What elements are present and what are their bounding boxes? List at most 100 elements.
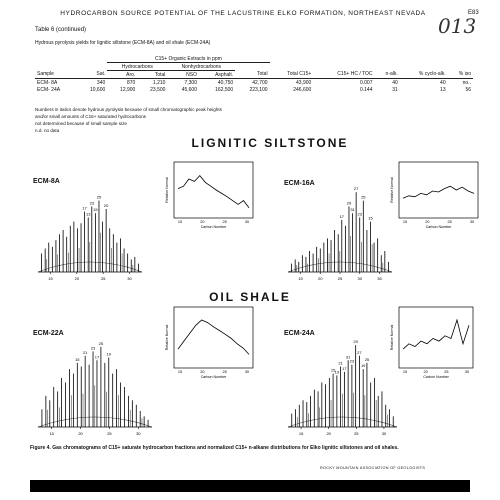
inset-chart-ecm-16a: 15 20 25 30 Carbon Number Relative Normal [390, 161, 479, 229]
column-header-row: Sample Sat. Aro. Total NSO Asphalt. Total Total… [35, 70, 473, 79]
table-cell: 40 [392, 79, 398, 86]
table-cell: 45,600 [181, 86, 197, 93]
inset-y-label: Relative Normal [390, 177, 394, 203]
inset-frame [398, 161, 479, 219]
inset-x-label: Carbon Number [201, 375, 227, 379]
axis-tick-label: 30 [136, 431, 141, 436]
inset-chart-ecm-22a: 15 20 25 30 Carbon Number Relative Normal [165, 306, 254, 379]
table-cell: ECM- 24A [37, 86, 61, 93]
footer-credit: ROCKY MOUNTAIN ASSOCIATION OF GEOLOGISTS [320, 466, 426, 470]
inset-tick-label: 15 [403, 370, 407, 374]
inset-y-label: Relative Normal [165, 177, 169, 203]
peak-label: 13 [335, 369, 340, 374]
inset-y-label: Relative Normal [165, 325, 169, 351]
table-cell: 42,700 [252, 79, 268, 86]
inset-chart-ecm-24a: 15 20 25 30 Carbon Number Relative Normal [390, 306, 474, 379]
handwritten-number: 013 [438, 14, 477, 38]
table-cell: 40,750 [217, 79, 234, 86]
chart-label-ecm-16a: ECM-16A [284, 180, 315, 187]
distribution-line [402, 185, 475, 199]
inset-tick-label: 20 [200, 220, 204, 224]
table-cell: 0.144 [359, 86, 373, 93]
column-header: Asphalt. [199, 70, 236, 79]
peak-label: 21 [338, 360, 343, 365]
table-cell: 40 [440, 79, 446, 86]
table-cell: 1,210 [152, 79, 166, 86]
peak-label: 17 [342, 366, 347, 371]
peak-label: 23 [90, 200, 95, 205]
axis-tick-label: 30 [127, 276, 132, 281]
distribution-line [177, 174, 250, 209]
peak-label: 23 [350, 359, 355, 364]
table-cell: 10,600 [89, 86, 106, 93]
column-header: Sample [35, 70, 78, 79]
hydrocarbons-header: Hydrocarbons [107, 62, 168, 71]
table-cell: ECM- 8A [37, 79, 58, 86]
inset-tick-label: 30 [465, 370, 469, 374]
column-header: Total C15+ [269, 70, 314, 79]
column-header: Total [137, 70, 168, 79]
section-title-lignitic: LIGNITIC SILTSTONE [191, 136, 349, 150]
peak-label: 19 [361, 363, 366, 368]
inset-tick-label: 15 [178, 370, 182, 374]
peak-label: 13 [86, 211, 91, 216]
note-line: not determined because of small sample s… [35, 121, 127, 126]
scan-edge-bar [30, 480, 470, 492]
inset-tick-label: 15 [178, 220, 182, 224]
inset-tick-label: 20 [424, 370, 428, 374]
peak-label: 23 [91, 345, 96, 350]
nonhydrocarbons-header: Nonhydrocarbons [167, 62, 236, 71]
peak-label: 15 [93, 207, 98, 212]
note-line: Numbers in italics denote hydrous pyroly… [35, 107, 222, 112]
axis-tick-label: 20 [318, 276, 323, 281]
chart-label-ecm-22a: ECM-22A [33, 330, 64, 337]
inset-tick-label: 25 [223, 370, 227, 374]
distribution-line [177, 319, 250, 355]
peak-label: 29 [347, 200, 352, 205]
axis-tick-label: 15 [48, 276, 53, 281]
table-cell: 13 [440, 86, 446, 93]
inset-y-label: Relative Normal [390, 325, 394, 351]
column-header: Aro. [107, 70, 138, 79]
axis-tick-label: 25 [101, 276, 106, 281]
axis-tick-label: 20 [75, 276, 80, 281]
page-number: E83 [468, 10, 479, 16]
column-header: n-alk. [374, 70, 400, 79]
inset-tick-label: 25 [223, 220, 227, 224]
inset-x-label: Carbon Number [426, 225, 452, 229]
inset-x-label: Carbon Number [201, 225, 227, 229]
table-cell: 43,900 [296, 79, 312, 86]
table-cell: 223,100 [249, 86, 268, 93]
column-header: % iso [447, 70, 473, 79]
axis-tick-label: 30 [382, 431, 387, 436]
table-cell: 12,900 [120, 86, 136, 93]
peak-label: 31 [346, 354, 351, 359]
inset-x-label: Carbon Number [423, 375, 449, 379]
axis-tick-label: 15 [298, 276, 303, 281]
peak-label: 25 [365, 357, 370, 362]
inset-tick-label: 15 [403, 220, 407, 224]
column-header: NSO [167, 70, 199, 79]
inset-frame [398, 306, 474, 369]
table-cell: 340 [96, 79, 106, 86]
inset-tick-label: 30 [470, 220, 474, 224]
peak-label: 17 [95, 354, 100, 359]
axis-tick-label: 35 [377, 276, 382, 281]
inset-tick-label: 30 [245, 220, 249, 224]
group-header: C15+ Organic Extracts in ppm [107, 55, 270, 63]
peak-label: 21 [83, 350, 88, 355]
inset-tick-label: 30 [245, 370, 249, 374]
section-title-oil-shale: OIL SHALE [209, 290, 291, 304]
peak-label: 15 [368, 216, 373, 221]
pyrolysis-table: C15+ Organic Extracts in ppm Hydrocarbon… [35, 55, 473, 93]
column-header: Sat. [77, 70, 108, 79]
peak-label: 17 [82, 206, 87, 211]
inset-tick-label: 25 [448, 220, 452, 224]
chart-label-ecm-8a: ECM-8A [33, 178, 60, 185]
table-cell: 56 [465, 86, 471, 93]
distribution-line [402, 318, 470, 350]
axis-tick-label: 30 [358, 276, 363, 281]
table-notes: Numbers in italics denote hydrous pyroly… [35, 106, 475, 134]
